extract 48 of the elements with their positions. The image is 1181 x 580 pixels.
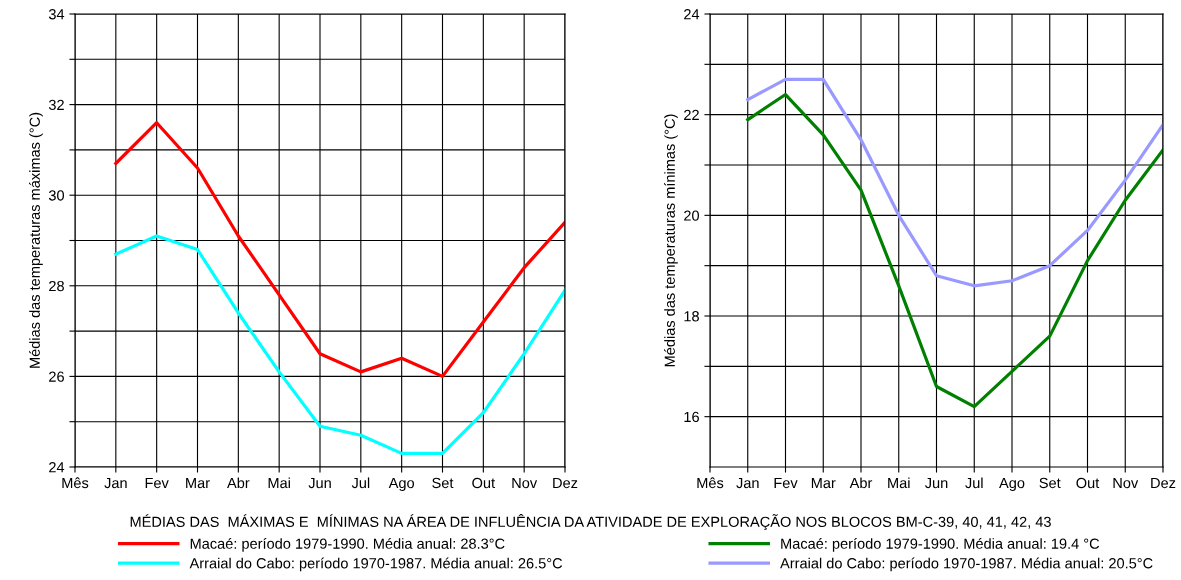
- x-tick-label: Mai: [268, 477, 290, 489]
- y-tick-label: 22: [684, 109, 699, 120]
- x-tick-label: Fev: [774, 477, 798, 489]
- y-tick-label: 32: [48, 99, 64, 111]
- y-tick-label: 28: [49, 280, 64, 292]
- x-tick-label: Ago: [999, 477, 1025, 492]
- x-tick-label: Abr: [849, 477, 873, 489]
- x-tick-label: Nov: [512, 477, 538, 489]
- legend-label: Macaé: período 1979-1990. Média anual: 19.4 °C: [781, 537, 1100, 552]
- x-tick-label: Mar: [186, 477, 210, 489]
- x-tick-label: Jan: [104, 477, 127, 489]
- x-tick-label: Fev: [145, 477, 169, 489]
- y-tick-label: 30: [48, 190, 65, 201]
- x-tick-label: Jun: [308, 477, 331, 489]
- x-tick-label: Jul: [965, 477, 983, 489]
- x-tick-label: Jul: [351, 477, 370, 489]
- text: MÉDIAS DAS MÁXIMAS E MÍNIMAS NA ÁREA DE INFLUÊNCIA DA ATIVIDADE DE EXPLORAÇÃO NOS BLOCOS BM-C-39, 40, 41, 42, 43: [130, 514, 1051, 530]
- line-series: [746, 77, 1163, 288]
- y-tick-label: 24: [684, 9, 700, 20]
- x-tick-label: Out: [1076, 477, 1100, 489]
- y-tick-label: 18: [684, 311, 699, 322]
- x-tick-label: Ago: [388, 477, 415, 492]
- line-series: [114, 234, 565, 456]
- y-tick-label: 20: [684, 210, 700, 221]
- x-tick-label: Out: [472, 477, 495, 489]
- x-tick-label: Jan: [736, 477, 759, 489]
- y-tick-label: 24: [49, 462, 65, 473]
- x-tick-label: Set: [432, 477, 454, 489]
- x-tick-label: Mar: [811, 477, 836, 489]
- line-series: [114, 121, 565, 378]
- y-axis-title: Médias das temperaturas mínimas (°C): [664, 114, 678, 367]
- x-tick-label: Set: [1039, 477, 1061, 489]
- x-tick-label: Mai: [888, 477, 910, 489]
- x-tick-label: Nov: [1113, 477, 1139, 489]
- y-tick-label: 34: [48, 9, 65, 20]
- legend-label: Arraial do Cabo: período 1970-1987. Média anual: 20.5°C: [780, 557, 1153, 572]
- legend-label: Arraial do Cabo: período 1970-1987. Média anual: 26.5°C: [189, 557, 563, 572]
- line-series: [746, 92, 1163, 409]
- x-tick-label: Dez: [1151, 477, 1176, 489]
- legend-label: Macaé: período 1979-1990. Média anual: 28.3°C: [190, 537, 505, 552]
- y-tick-label: 26: [49, 371, 64, 382]
- y-axis-title: Médias das temperaturas máximas (°C): [29, 112, 43, 368]
- x-tick-label: Jun: [924, 477, 948, 489]
- x-tick-label: Abr: [227, 477, 250, 489]
- x-tick-label: Dez: [553, 477, 578, 489]
- x-tick-label: Mês: [697, 477, 724, 489]
- x-tick-label: Mês: [62, 477, 89, 489]
- y-tick-label: 16: [684, 411, 699, 423]
